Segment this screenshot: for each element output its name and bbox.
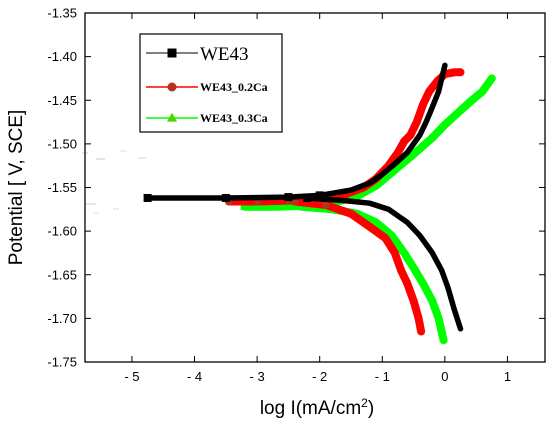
x-tick-label: - 1	[375, 369, 390, 384]
legend-label: WE43_0.3Ca	[200, 111, 268, 125]
y-tick-label: -1.70	[47, 311, 77, 326]
y-tick-label: -1.65	[47, 267, 77, 282]
data-point-marker	[303, 193, 312, 202]
x-tick-label: - 4	[187, 369, 202, 384]
legend-label: WE43	[200, 44, 249, 65]
x-tick-label: 1	[504, 369, 511, 384]
cathodic-branch-WE43_0.2Ca	[290, 197, 426, 336]
y-tick-label: -1.45	[47, 93, 77, 108]
data-curves	[143, 62, 496, 345]
legend-marker	[167, 82, 177, 92]
data-point-marker	[240, 201, 250, 210]
x-tick-label: 0	[441, 369, 448, 384]
anodic-branch-WE43	[144, 62, 448, 201]
cathodic-branch-WE43	[304, 195, 464, 332]
x-tick-label: - 5	[124, 369, 139, 384]
y-tick-label: -1.50	[47, 136, 77, 151]
legend-entry-WE43: WE43	[146, 44, 249, 65]
data-point-marker	[271, 201, 281, 210]
x-axis-title: log I(mA/cm2)	[260, 396, 374, 419]
scan-artifacts	[82, 150, 146, 214]
y-tick-label: -1.75	[47, 355, 77, 370]
legend-box	[139, 33, 283, 133]
legend-entry-WE43_0.3Ca: WE43_0.3Ca	[146, 111, 268, 125]
y-tick-label: -1.60	[47, 224, 77, 239]
data-point-marker	[143, 193, 152, 202]
data-point-marker	[315, 191, 324, 200]
data-point-marker	[321, 200, 330, 209]
legend-marker	[167, 112, 177, 122]
y-axis-title: Potential [ V, SCE]	[6, 110, 27, 266]
series-WE43	[143, 62, 464, 332]
y-tick-label: -1.40	[47, 49, 77, 64]
legend-marker	[167, 48, 177, 58]
y-tick-label: -1.55	[47, 180, 77, 195]
x-tick-label: - 3	[250, 369, 265, 384]
data-point-marker	[221, 193, 230, 202]
legend: WE43 WE43_0.2Ca WE43_0.3Ca	[139, 33, 283, 133]
legend-entry-WE43_0.2Ca: WE43_0.2Ca	[146, 80, 268, 94]
axis-ticks: - 5 - 4 - 3 - 2 - 1 0 1 -1.35 -1.40 -1.45 -1.50 -1.…	[47, 6, 545, 384]
x-tick-label: - 2	[312, 369, 327, 384]
data-point-marker	[284, 193, 293, 202]
legend-label: WE43_0.2Ca	[200, 80, 268, 94]
y-tick-label: -1.35	[47, 6, 77, 21]
